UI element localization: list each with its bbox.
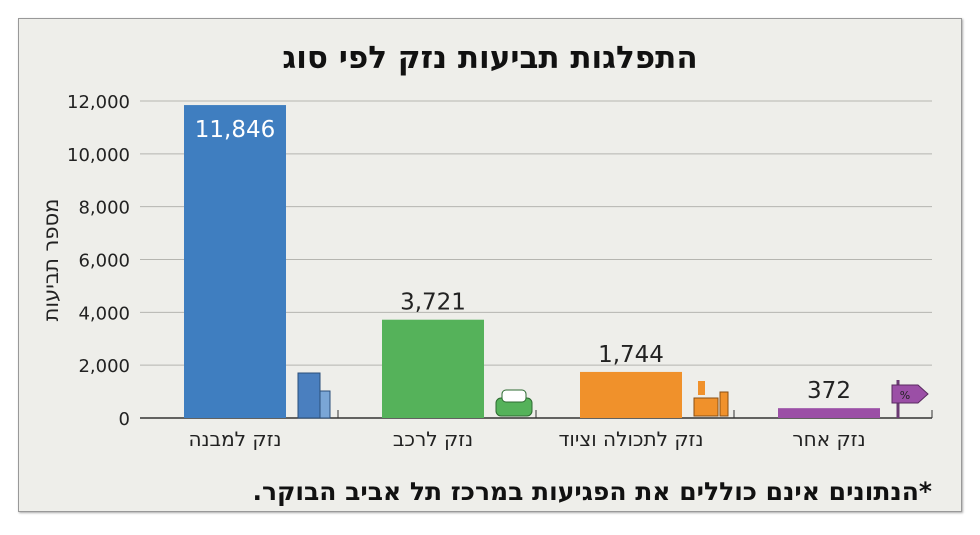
- y-tick-label: 12,000: [67, 92, 130, 113]
- appliance-body: [693, 397, 719, 417]
- y-tick-label: 8,000: [78, 198, 130, 219]
- y-tick-label: 2,000: [78, 356, 130, 377]
- y-axis-label: מספר תביעות: [39, 199, 63, 322]
- bar: [580, 371, 682, 418]
- percent-glyph: %: [900, 389, 910, 402]
- appliance-icon: [693, 381, 729, 417]
- bar: [382, 319, 484, 418]
- data-label: 11,846: [195, 117, 275, 143]
- building-body: [297, 372, 321, 419]
- data-label: 1,744: [598, 342, 664, 368]
- car-window: [501, 389, 527, 403]
- bar: [778, 408, 880, 418]
- y-tick-label: 4,000: [78, 303, 130, 324]
- y-tick-label: 10,000: [67, 145, 130, 166]
- appliance-tower: [719, 391, 729, 417]
- building-annex: [319, 390, 331, 419]
- y-tick-label: 6,000: [78, 251, 130, 272]
- chart-title: התפלגות תביעות נזק לפי סוג: [282, 40, 697, 76]
- appliance-arm: [698, 381, 705, 395]
- x-tick-label: נזק לתכולה וציוד: [559, 427, 704, 451]
- data-label: 372: [807, 378, 851, 404]
- percent-sign-icon: %: [891, 380, 929, 418]
- chart-panel: [18, 18, 962, 512]
- data-label: 3,721: [400, 290, 466, 316]
- x-tick-label: נזק אחר: [792, 427, 865, 451]
- y-tick-label: 0: [119, 409, 130, 430]
- building-icon: [297, 372, 331, 419]
- x-tick-label: נזק לרכב: [393, 427, 473, 451]
- x-tick-label: נזק למבנה: [188, 427, 281, 451]
- sign-board: [891, 384, 929, 404]
- car-icon: [495, 389, 533, 417]
- footnote: *הנתונים אינם כוללים את הפגיעות במרכז תל…: [252, 477, 932, 506]
- bar: [184, 105, 286, 418]
